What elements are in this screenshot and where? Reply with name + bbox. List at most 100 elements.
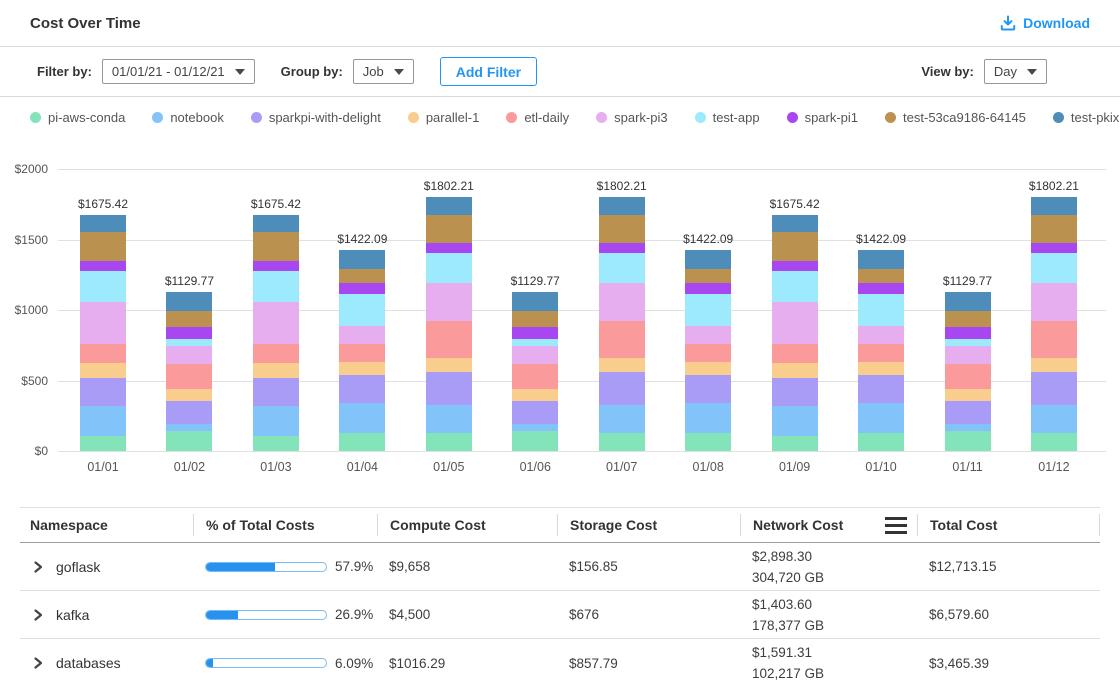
bar-segment-etl-daily[interactable] — [685, 344, 731, 363]
bar-segment-test-53ca9186-64145[interactable] — [685, 269, 731, 284]
bar-segment-etl-daily[interactable] — [858, 344, 904, 363]
bar-segment-test-pkix[interactable] — [945, 292, 991, 311]
bar-segment-spark-pi3[interactable] — [1031, 283, 1077, 321]
bar-segment-parallel-1[interactable] — [80, 363, 126, 379]
bar-segment-test-app[interactable] — [772, 271, 818, 302]
bar-segment-etl-daily[interactable] — [512, 364, 558, 389]
bar-segment-test-53ca9186-64145[interactable] — [1031, 215, 1077, 243]
bar-segment-parallel-1[interactable] — [858, 362, 904, 374]
bar-segment-sparkpi-with-delight[interactable] — [339, 375, 385, 403]
stacked-bar-01/05[interactable] — [426, 197, 472, 451]
bar-segment-pi-aws-conda[interactable] — [80, 436, 126, 451]
legend-item-pi-aws-conda[interactable]: pi-aws-conda — [30, 110, 125, 125]
bar-segment-sparkpi-with-delight[interactable] — [1031, 372, 1077, 405]
bar-segment-test-53ca9186-64145[interactable] — [80, 232, 126, 260]
legend-item-spark-pi1[interactable]: spark-pi1 — [787, 110, 858, 125]
bar-segment-sparkpi-with-delight[interactable] — [166, 401, 212, 424]
bar-segment-test-pkix[interactable] — [80, 215, 126, 233]
bar-segment-test-app[interactable] — [80, 271, 126, 302]
bar-segment-spark-pi3[interactable] — [339, 326, 385, 344]
bar-segment-etl-daily[interactable] — [253, 344, 299, 363]
bar-segment-etl-daily[interactable] — [80, 344, 126, 363]
bar-segment-notebook[interactable] — [339, 403, 385, 433]
bar-segment-spark-pi3[interactable] — [772, 302, 818, 343]
stacked-bar-01/02[interactable] — [166, 292, 212, 451]
bar-segment-spark-pi1[interactable] — [858, 283, 904, 294]
bar-segment-pi-aws-conda[interactable] — [339, 433, 385, 451]
bar-segment-test-pkix[interactable] — [426, 197, 472, 215]
bar-segment-test-app[interactable] — [685, 294, 731, 325]
stacked-bar-01/06[interactable] — [512, 292, 558, 451]
legend-item-etl-daily[interactable]: etl-daily — [506, 110, 569, 125]
bar-segment-test-app[interactable] — [858, 294, 904, 325]
bar-segment-sparkpi-with-delight[interactable] — [426, 372, 472, 405]
stacked-bar-01/04[interactable] — [339, 250, 385, 451]
bar-segment-spark-pi1[interactable] — [80, 261, 126, 271]
bar-segment-sparkpi-with-delight[interactable] — [858, 375, 904, 403]
bar-segment-pi-aws-conda[interactable] — [945, 431, 991, 450]
bar-segment-test-app[interactable] — [945, 339, 991, 346]
bar-segment-test-app[interactable] — [166, 339, 212, 346]
bar-segment-test-53ca9186-64145[interactable] — [166, 311, 212, 327]
bar-segment-pi-aws-conda[interactable] — [599, 433, 645, 451]
bar-segment-pi-aws-conda[interactable] — [253, 436, 299, 451]
bar-segment-test-53ca9186-64145[interactable] — [599, 215, 645, 243]
stacked-bar-01/03[interactable] — [253, 215, 299, 451]
bar-segment-spark-pi1[interactable] — [599, 243, 645, 253]
bar-segment-notebook[interactable] — [1031, 405, 1077, 434]
bar-segment-spark-pi3[interactable] — [858, 326, 904, 344]
bar-segment-pi-aws-conda[interactable] — [426, 433, 472, 451]
bar-segment-spark-pi1[interactable] — [426, 243, 472, 253]
bar-segment-pi-aws-conda[interactable] — [166, 431, 212, 450]
bar-segment-notebook[interactable] — [858, 403, 904, 433]
bar-segment-etl-daily[interactable] — [339, 344, 385, 363]
bar-segment-etl-daily[interactable] — [426, 321, 472, 358]
bar-segment-spark-pi1[interactable] — [339, 283, 385, 294]
bar-segment-sparkpi-with-delight[interactable] — [685, 375, 731, 403]
bar-segment-sparkpi-with-delight[interactable] — [80, 378, 126, 406]
bar-segment-test-53ca9186-64145[interactable] — [772, 232, 818, 260]
bar-segment-parallel-1[interactable] — [772, 363, 818, 379]
bar-segment-etl-daily[interactable] — [1031, 321, 1077, 358]
bar-segment-test-app[interactable] — [339, 294, 385, 325]
bar-segment-notebook[interactable] — [512, 424, 558, 431]
bar-segment-pi-aws-conda[interactable] — [1031, 433, 1077, 451]
bar-segment-test-53ca9186-64145[interactable] — [945, 311, 991, 327]
legend-item-parallel-1[interactable]: parallel-1 — [408, 110, 479, 125]
bar-segment-parallel-1[interactable] — [339, 362, 385, 374]
row-expander-chevron-icon[interactable] — [30, 654, 46, 672]
bar-segment-parallel-1[interactable] — [685, 362, 731, 374]
bar-segment-pi-aws-conda[interactable] — [858, 433, 904, 451]
bar-segment-notebook[interactable] — [945, 424, 991, 431]
row-expander-chevron-icon[interactable] — [30, 558, 46, 576]
bar-segment-test-pkix[interactable] — [599, 197, 645, 215]
bar-segment-spark-pi1[interactable] — [1031, 243, 1077, 253]
bar-segment-spark-pi3[interactable] — [945, 346, 991, 364]
bar-segment-test-53ca9186-64145[interactable] — [253, 232, 299, 260]
bar-segment-spark-pi3[interactable] — [512, 346, 558, 364]
bar-segment-notebook[interactable] — [599, 405, 645, 434]
bar-segment-spark-pi3[interactable] — [253, 302, 299, 343]
bar-segment-test-pkix[interactable] — [512, 292, 558, 311]
legend-item-test-pkix[interactable]: test-pkix — [1053, 110, 1119, 125]
view-by-select[interactable]: Day — [984, 59, 1047, 84]
bar-segment-test-pkix[interactable] — [166, 292, 212, 311]
bar-segment-test-pkix[interactable] — [1031, 197, 1077, 215]
bar-segment-test-pkix[interactable] — [253, 215, 299, 233]
stacked-bar-01/07[interactable] — [599, 197, 645, 451]
group-by-select[interactable]: Job — [353, 59, 414, 84]
bar-segment-test-app[interactable] — [1031, 253, 1077, 283]
stacked-bar-01/09[interactable] — [772, 215, 818, 451]
bar-segment-parallel-1[interactable] — [512, 389, 558, 401]
legend-item-sparkpi-with-delight[interactable]: sparkpi-with-delight — [251, 110, 381, 125]
bar-segment-test-pkix[interactable] — [685, 250, 731, 268]
bar-segment-spark-pi1[interactable] — [685, 283, 731, 294]
bar-segment-pi-aws-conda[interactable] — [512, 431, 558, 450]
date-range-select[interactable]: 01/01/21 - 01/12/21 — [102, 59, 255, 84]
legend-item-test-app[interactable]: test-app — [695, 110, 760, 125]
bar-segment-spark-pi1[interactable] — [772, 261, 818, 271]
bar-segment-notebook[interactable] — [253, 406, 299, 436]
bar-segment-test-app[interactable] — [253, 271, 299, 302]
bar-segment-spark-pi1[interactable] — [166, 327, 212, 339]
bar-segment-etl-daily[interactable] — [599, 321, 645, 358]
